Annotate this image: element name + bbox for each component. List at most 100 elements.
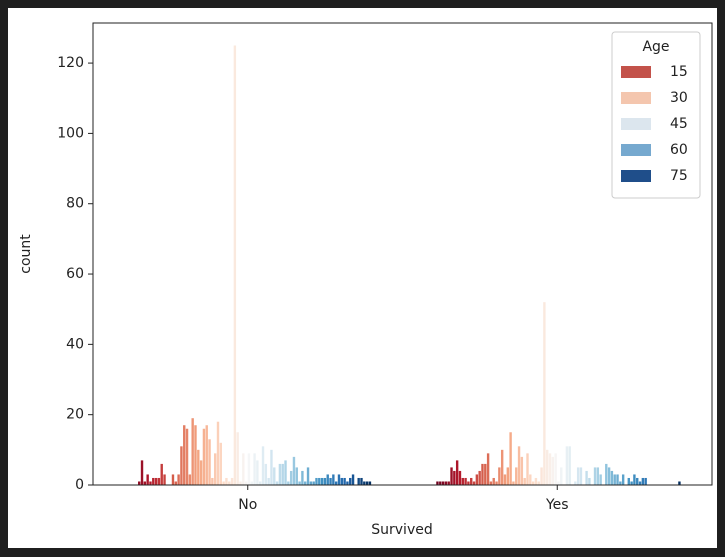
y-tick-label: 100 [57,125,84,141]
bar [253,453,256,485]
bar [540,467,543,485]
bar [363,481,366,485]
bar [346,481,349,485]
legend-label: 60 [670,142,688,158]
bar [267,477,270,485]
bar [517,446,521,485]
legend-label: 15 [670,64,688,80]
bar [149,481,152,485]
bar [503,474,507,485]
legend-title: Age [642,39,669,55]
legend-swatch [621,170,651,182]
bar [205,425,208,485]
bar [526,453,529,485]
bar [216,421,220,485]
x-axis-label: Survived [371,522,432,538]
bar [616,474,619,485]
bar [261,446,265,485]
bar [551,456,555,485]
bar [309,481,313,485]
bar [455,460,459,485]
bar [537,481,540,485]
bar [565,446,569,485]
bar [343,477,346,485]
bar [636,477,639,485]
bar [534,477,538,485]
bar [301,470,304,485]
bar [337,474,341,485]
bar [627,477,630,485]
bar [250,481,253,485]
bar [610,470,614,485]
y-tick-label: 60 [66,266,84,282]
bar [467,481,470,485]
bar [194,425,197,485]
bar [320,477,324,485]
bar [447,481,450,485]
bar [177,474,180,485]
bar [560,467,563,485]
bar [334,481,338,485]
bar [256,460,259,485]
bar [329,477,332,485]
bar [605,463,608,485]
legend-swatch [621,66,651,78]
bar [461,477,464,485]
bar [228,481,231,485]
figure-background [8,8,717,548]
bar [360,477,363,485]
bar [613,474,616,485]
legend-label: 75 [670,168,688,184]
bar [548,453,552,485]
bar [199,460,203,485]
bar [495,481,498,485]
bar [678,481,681,485]
bar [332,474,335,485]
bar [436,481,439,485]
bar [450,467,453,485]
bar [506,467,509,485]
bar [191,418,194,485]
bar [247,453,251,485]
bar [298,481,301,485]
plot-frame [92,22,713,486]
bar [621,474,625,485]
bar [146,474,149,485]
bar [543,302,546,485]
legend-label: 30 [670,90,688,106]
bar [444,481,448,485]
bar [365,481,369,485]
x-tick-label: Yes [545,497,569,513]
bar [239,481,242,485]
bar [157,477,161,485]
bar [225,477,228,485]
bar [185,428,189,485]
bar [557,481,560,485]
y-tick-label: 20 [66,407,84,423]
bar [219,442,223,485]
bar [472,481,476,485]
bar [208,439,211,485]
bar [284,460,287,485]
bar [163,474,166,485]
bar [458,470,462,485]
legend-label: 45 [670,116,688,132]
bar [574,481,577,485]
bar [531,481,535,485]
bar [579,467,583,485]
bar [475,474,479,485]
bar [188,474,192,485]
y-tick-label: 120 [57,55,84,71]
legend-swatch [621,144,651,156]
legend-swatch [621,92,651,104]
bar [596,467,600,485]
bar [568,446,571,485]
bar [180,446,183,485]
y-tick-label: 0 [75,477,84,493]
bar [152,477,155,485]
legend-swatch [621,118,651,130]
bar [306,467,310,485]
bar [197,449,200,485]
bar [275,481,279,485]
bar [315,477,318,485]
